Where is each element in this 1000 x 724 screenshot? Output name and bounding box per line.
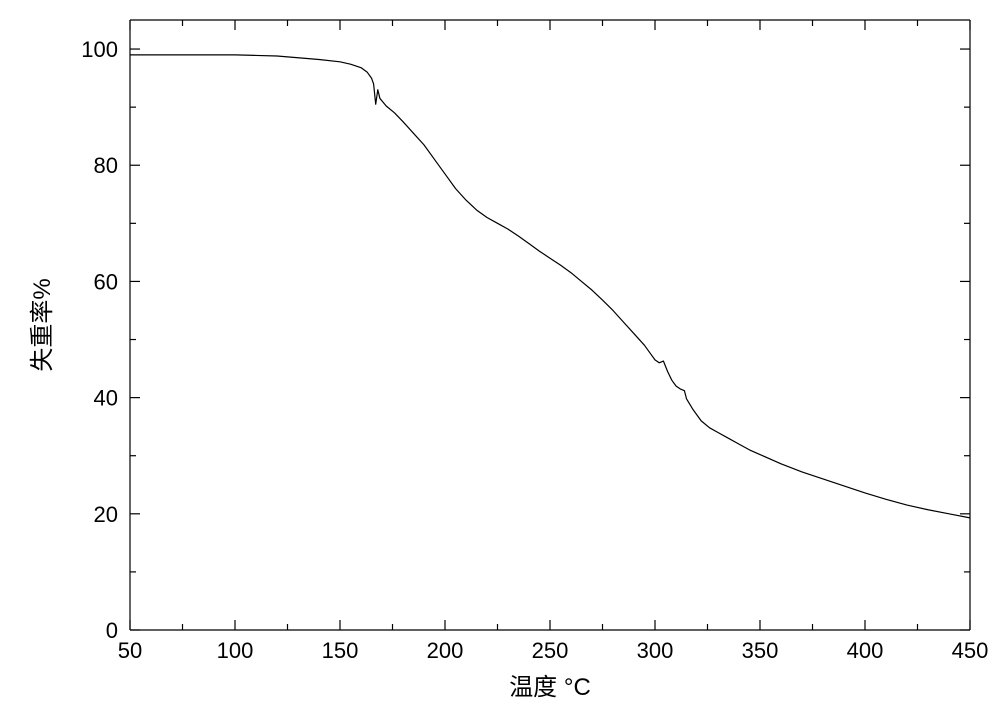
- y-tick-label: 40: [94, 386, 118, 411]
- x-tick-label: 150: [322, 638, 359, 663]
- x-tick-label: 100: [217, 638, 254, 663]
- x-axis-label: 温度 °C: [509, 674, 591, 701]
- y-tick-label: 80: [94, 153, 118, 178]
- y-tick-label: 20: [94, 502, 118, 527]
- x-tick-label: 300: [637, 638, 674, 663]
- y-tick-label: 0: [106, 618, 118, 643]
- y-axis-label: 失重率%: [29, 278, 56, 371]
- x-tick-label: 250: [532, 638, 569, 663]
- x-tick-label: 350: [742, 638, 779, 663]
- chart-svg: 50 100 150 200 250 300 350 400 450 0 20 40 60 80 100 温度…: [0, 0, 1000, 724]
- x-tick-label: 450: [952, 638, 989, 663]
- x-tick-label: 400: [847, 638, 884, 663]
- tga-chart: 50 100 150 200 250 300 350 400 450 0 20 40 60 80 100 温度…: [0, 0, 1000, 724]
- x-tick-label: 50: [118, 638, 142, 663]
- tga-curve: [130, 55, 970, 518]
- y-tick-label: 100: [81, 37, 118, 62]
- x-tick-label: 200: [427, 638, 464, 663]
- y-tick-label: 60: [94, 269, 118, 294]
